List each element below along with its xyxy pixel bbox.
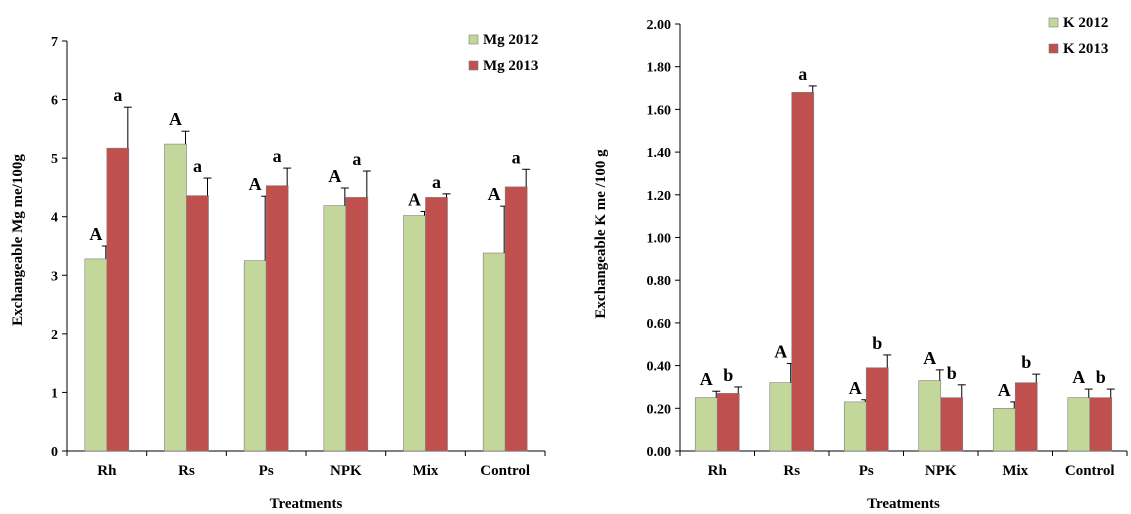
mg-x-tick-label: Ps <box>259 463 274 479</box>
k-bar-control-0 <box>1067 397 1091 452</box>
mg-significance-letter: A <box>328 166 341 186</box>
mg-y-tick-label: 4 <box>51 211 58 226</box>
mg-bar-mix-0 <box>403 215 426 452</box>
k-x-tick-label: Ps <box>859 463 874 479</box>
k-significance-letter: a <box>798 64 807 84</box>
mg-bar-rh-1 <box>106 147 130 452</box>
k-bar-npk-1 <box>940 397 964 452</box>
mg-bar-rs-1 <box>186 195 209 452</box>
mg-significance-letter: a <box>512 147 521 167</box>
mg-x-tick-label: Mix <box>413 463 439 479</box>
mg-bar-rs-0 <box>164 143 187 452</box>
mg-y-tick-label: 3 <box>51 269 58 284</box>
mg-legend-swatch-1 <box>468 60 479 71</box>
k-chart: 0.00 0.20 0.40 0.60 0.80 1.00 1.20 1.40 1.60 1.80… <box>593 15 1128 512</box>
k-significance-letter: A <box>998 380 1011 400</box>
mg-significance-letter: a <box>273 146 282 166</box>
mg-bar-control-1 <box>504 186 528 452</box>
k-x-tick-label: Rs <box>783 463 800 479</box>
k-legend-swatch-0 <box>1048 17 1059 28</box>
k-y-tick-label: 2.00 <box>647 18 672 33</box>
mg-bar-ps-1 <box>265 185 289 452</box>
k-y-tick-label: 0.80 <box>647 274 672 289</box>
k-bar-ps-1 <box>865 367 889 452</box>
k-y-tick-label: 0.40 <box>647 360 672 375</box>
k-significance-letter: b <box>1096 367 1106 387</box>
k-significance-letter: A <box>1072 367 1085 387</box>
mg-bar-control-0 <box>482 252 506 452</box>
k-significance-letter: A <box>700 369 713 389</box>
k-y-tick-label: 1.20 <box>647 189 672 204</box>
k-y-tick-label: 0.20 <box>647 402 672 417</box>
k-significance-letter: A <box>849 378 862 398</box>
mg-significance-letter: A <box>249 174 262 194</box>
k-x-axis-title: Treatments <box>867 496 940 512</box>
k-bar-mix-0 <box>992 407 1016 452</box>
mg-bar-ps-0 <box>243 260 267 452</box>
k-y-tick-label: 1.00 <box>647 232 672 247</box>
mg-x-axis-title: Treatments <box>270 496 343 512</box>
k-legend-swatch-1 <box>1048 43 1059 54</box>
k-significance-letter: b <box>947 363 957 383</box>
mg-y-axis-title: Exchangeable Mg me/100g <box>10 154 26 326</box>
k-y-tick-label: 1.40 <box>647 146 672 161</box>
k-y-tick-label: 0.00 <box>647 445 672 460</box>
k-y-tick-label: 0.60 <box>647 317 672 332</box>
k-significance-letter: b <box>1021 352 1031 372</box>
mg-x-tick-label: NPK <box>330 463 362 479</box>
mg-significance-letter: A <box>488 184 501 204</box>
mg-significance-letter: a <box>193 156 202 176</box>
k-x-tick-label: Rh <box>708 463 728 479</box>
mg-x-tick-label: Control <box>480 463 530 479</box>
mg-y-tick-label: 6 <box>51 94 58 109</box>
mg-x-tick-label: Rh <box>97 463 117 479</box>
k-x-tick-label: Mix <box>1002 463 1028 479</box>
mg-significance-letter: a <box>432 172 441 192</box>
mg-significance-letter: A <box>169 109 182 129</box>
mg-significance-letter: A <box>89 224 102 244</box>
mg-y-tick-label: 1 <box>51 386 58 401</box>
mg-y-tick-label: 5 <box>51 152 58 167</box>
mg-bar-npk-0 <box>323 205 347 452</box>
mg-bar-npk-1 <box>345 197 369 452</box>
k-x-tick-label: NPK <box>925 463 957 479</box>
k-significance-letter: A <box>923 348 936 368</box>
k-significance-letter: b <box>872 333 882 353</box>
k-bar-mix-1 <box>1014 382 1038 452</box>
mg-y-tick-label: 0 <box>51 445 58 460</box>
k-bar-npk-0 <box>918 380 942 452</box>
k-x-tick-label: Control <box>1065 463 1115 479</box>
k-bar-rs-0 <box>769 382 793 452</box>
mg-significance-letter: A <box>408 189 421 209</box>
mg-bar-mix-1 <box>425 197 448 452</box>
mg-chart: 0 1 2 3 4 5 6 7 Aa Rh Aa Rs Aa Ps Aa NPK Aa Mix Aa Control T… <box>10 32 546 512</box>
k-bar-control-1 <box>1089 397 1113 452</box>
k-significance-letter: A <box>774 341 787 361</box>
mg-legend-label-0: Mg 2012 <box>483 32 538 48</box>
k-y-tick-label: 1.80 <box>647 61 672 76</box>
mg-y-tick-label: 2 <box>51 328 58 343</box>
k-legend-label-1: K 2013 <box>1063 41 1108 57</box>
mg-significance-letter: a <box>113 85 122 105</box>
mg-legend-swatch-0 <box>468 34 479 45</box>
mg-significance-letter: a <box>352 149 361 169</box>
mg-y-tick-label: 7 <box>51 35 58 50</box>
mg-bar-rh-0 <box>84 258 108 452</box>
k-y-axis-title: Exchangeable K me /100 g <box>593 149 609 319</box>
k-legend-label-0: K 2012 <box>1063 15 1108 31</box>
mg-x-tick-label: Rs <box>178 463 195 479</box>
k-significance-letter: b <box>723 365 733 385</box>
k-bar-rh-0 <box>694 397 718 452</box>
k-bar-ps-0 <box>843 401 867 452</box>
k-y-tick-label: 1.60 <box>647 103 672 118</box>
k-bar-rs-1 <box>791 92 815 452</box>
mg-legend-label-1: Mg 2013 <box>483 58 538 74</box>
k-bar-rh-1 <box>716 393 740 452</box>
